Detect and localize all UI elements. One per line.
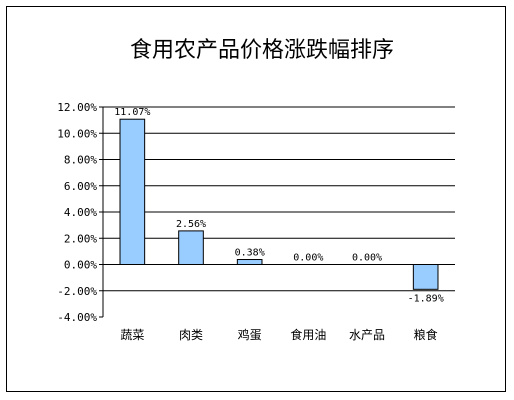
y-tick-label: 4.00% <box>64 206 97 219</box>
bar-2 <box>178 230 204 265</box>
data-label: 0.38% <box>235 248 265 259</box>
data-label: -1.89% <box>408 293 444 304</box>
x-category-label: 蔬菜 <box>120 328 144 342</box>
x-category-label: 肉类 <box>179 328 203 342</box>
data-label: 0.00% <box>293 253 323 264</box>
bar-1 <box>119 118 146 265</box>
y-tick-label: 0.00% <box>64 259 97 272</box>
bars <box>119 118 439 290</box>
bar-3 <box>236 259 263 265</box>
data-label: 11.07% <box>114 107 150 118</box>
data-label: 2.56% <box>176 219 206 230</box>
x-category-label: 食用油 <box>290 327 326 342</box>
y-tick-label: -2.00% <box>57 285 97 298</box>
y-tick-label: 6.00% <box>64 180 97 193</box>
x-axis: 蔬菜 肉类 鸡蛋 食用油 水产品 粮食 <box>120 327 437 342</box>
gridlines <box>103 106 455 292</box>
data-labels: 11.07% 2.56% 0.38% 0.00% 0.00% -1.89% <box>114 107 443 304</box>
y-tick-label: 12.00% <box>57 101 97 114</box>
x-category-label: 水产品 <box>349 328 385 342</box>
bar-chart: 食用农产品价格涨跌幅排序 12.00% 10.00% 8.00% 6.00% 4.00%… <box>57 38 455 342</box>
x-category-label: 鸡蛋 <box>238 327 262 342</box>
y-tick-label: 10.00% <box>57 127 97 140</box>
y-tick-label: 8.00% <box>64 154 97 167</box>
y-axis: 12.00% 10.00% 8.00% 6.00% 4.00% 2.00% 0.00% -2.… <box>57 101 104 324</box>
x-category-label: 粮食 <box>414 327 438 342</box>
chart-frame: 食用农产品价格涨跌幅排序 12.00% 10.00% 8.00% 6.00% 4.00%… <box>6 6 506 392</box>
y-tick-label: 2.00% <box>64 232 97 245</box>
y-tick-label: -4.00% <box>57 311 97 324</box>
chart-title: 食用农产品价格涨跌幅排序 <box>130 38 394 63</box>
data-label: 0.00% <box>352 253 382 264</box>
bar-6 <box>412 264 439 290</box>
